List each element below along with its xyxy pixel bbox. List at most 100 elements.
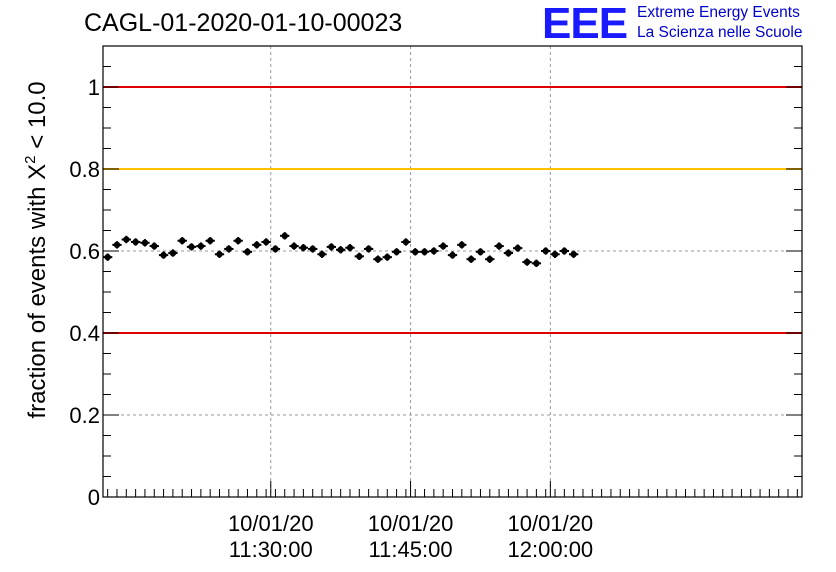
data-point	[391, 248, 402, 256]
marker	[412, 248, 419, 256]
marker	[281, 232, 288, 240]
reference-lines	[103, 86, 802, 334]
data-point	[447, 251, 458, 259]
data-point	[168, 249, 178, 257]
y-axis-label: fraction of events with X2 < 10.0	[22, 81, 51, 418]
marker	[346, 244, 354, 251]
data-point	[242, 248, 253, 256]
data-point	[522, 258, 532, 266]
x-tick-time: 11:45:00	[369, 537, 453, 562]
data-point	[280, 232, 290, 240]
data-point	[419, 248, 430, 256]
data-point	[531, 259, 542, 267]
marker	[169, 249, 177, 257]
marker	[179, 237, 186, 244]
y-tick-label: 0.2	[69, 403, 100, 428]
x-axis: 10/01/2011:30:0010/01/2011:45:0010/01/20…	[107, 481, 798, 562]
data-point	[401, 238, 411, 246]
marker	[356, 253, 363, 260]
data-point	[121, 235, 131, 244]
data-point	[149, 242, 159, 250]
eee-logo-mark: EEE	[542, 0, 628, 48]
marker	[551, 251, 559, 258]
marker	[533, 260, 540, 267]
marker	[216, 251, 223, 258]
marker	[449, 251, 456, 259]
marker	[234, 237, 242, 244]
logo-line-2: La Scienza nelle Scuole	[637, 24, 803, 41]
marker	[328, 243, 335, 251]
data-point	[205, 237, 215, 245]
x-tick-date: 10/01/20	[508, 511, 594, 536]
data-point	[130, 238, 141, 246]
marker	[244, 248, 251, 256]
marker	[486, 256, 493, 263]
marker	[384, 253, 391, 261]
y-tick-label: 0.8	[69, 157, 100, 182]
data-point	[326, 243, 336, 251]
data-point	[354, 252, 364, 261]
marker	[495, 242, 503, 250]
eee-logo: EEE Extreme Energy Events La Scienza nel…	[542, 2, 834, 46]
data-point	[503, 249, 514, 257]
marker	[542, 247, 549, 255]
marker	[318, 251, 326, 258]
marker	[523, 258, 531, 266]
data-point	[429, 247, 439, 255]
marker	[570, 251, 577, 258]
marker	[477, 248, 484, 256]
marker	[132, 238, 139, 246]
data-point	[559, 247, 569, 255]
data-point	[457, 241, 467, 249]
marker	[421, 248, 428, 256]
marker	[458, 241, 466, 249]
data-point	[550, 250, 560, 258]
data-point	[158, 251, 169, 259]
data-point	[112, 241, 122, 249]
data-point	[186, 243, 197, 251]
data-point	[140, 239, 150, 247]
x-tick-time: 12:00:00	[508, 537, 594, 562]
data-point	[485, 255, 495, 263]
data-point	[252, 241, 262, 249]
data-point	[373, 255, 383, 263]
marker	[300, 244, 307, 251]
marker	[430, 247, 438, 255]
marker	[439, 242, 447, 250]
data-series	[103, 232, 579, 267]
marker	[160, 251, 167, 259]
marker	[561, 247, 568, 255]
data-point	[569, 250, 579, 258]
marker	[467, 256, 475, 263]
y-tick-label: 0	[88, 485, 100, 510]
marker	[188, 243, 195, 251]
marker	[123, 236, 130, 243]
data-point	[336, 246, 346, 254]
data-point	[317, 250, 327, 258]
marker	[225, 245, 233, 253]
plot-area	[103, 46, 802, 497]
y-tick-label: 1	[88, 75, 100, 100]
marker	[402, 238, 410, 246]
data-point	[298, 244, 309, 252]
data-point	[466, 255, 476, 263]
data-point	[541, 247, 551, 255]
marker	[514, 244, 521, 252]
y-tick-label: 0.6	[69, 239, 100, 264]
data-point	[289, 242, 299, 250]
marker	[505, 249, 512, 257]
data-point	[475, 248, 486, 256]
logo-line-1: Extreme Energy Events	[637, 4, 800, 21]
data-point	[410, 248, 420, 256]
marker	[113, 241, 121, 249]
marker	[290, 242, 298, 250]
data-point	[363, 245, 374, 253]
data-point	[308, 245, 318, 253]
data-point	[214, 250, 225, 258]
y-axis: 0 0.2 0.4 0.6 0.8 1	[69, 45, 802, 510]
marker	[262, 238, 270, 246]
marker	[141, 239, 149, 246]
marker	[151, 242, 158, 250]
data-point	[270, 245, 281, 253]
data-point	[382, 253, 392, 261]
